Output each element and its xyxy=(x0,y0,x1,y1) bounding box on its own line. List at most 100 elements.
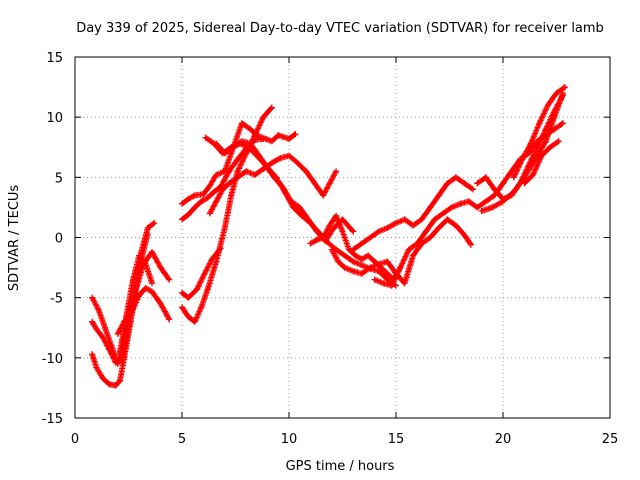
data-point xyxy=(553,90,560,97)
data-point xyxy=(405,246,412,253)
axis-ticks: 0 5 10 15 20 25 -15 -10 -5 0 5 10 15 xyxy=(42,51,619,447)
data-point xyxy=(286,152,292,159)
data-point xyxy=(410,222,417,229)
data-point xyxy=(313,236,320,243)
data-point xyxy=(384,270,391,277)
data-point xyxy=(108,342,115,349)
x-axis-label: GPS time / hours xyxy=(286,459,395,474)
data-point xyxy=(298,212,305,219)
data-point xyxy=(219,186,226,193)
data-point xyxy=(375,228,382,235)
data-point xyxy=(230,144,237,151)
y-tick-label: 15 xyxy=(46,51,63,66)
data-point xyxy=(89,318,96,325)
data-point xyxy=(358,262,365,269)
data-point xyxy=(474,180,481,187)
data-point xyxy=(247,126,254,133)
data-point xyxy=(544,102,551,109)
data-point xyxy=(333,168,340,175)
data-point xyxy=(228,192,235,199)
data-point xyxy=(371,276,378,283)
data-point xyxy=(202,134,209,141)
series-track-15 xyxy=(350,174,477,253)
data-point xyxy=(358,270,365,277)
data-point xyxy=(149,280,156,287)
data-point xyxy=(129,306,136,313)
data-point xyxy=(211,188,218,195)
data-point xyxy=(221,224,228,231)
data-point xyxy=(375,260,382,267)
data-point xyxy=(112,382,119,389)
data-point xyxy=(500,198,506,205)
data-point xyxy=(378,264,385,271)
data-point xyxy=(435,224,442,231)
series-markers xyxy=(350,174,477,253)
data-point xyxy=(226,168,233,175)
y-tick-label: 10 xyxy=(46,111,63,126)
y-tick-label: -15 xyxy=(42,412,63,427)
data-point xyxy=(204,286,211,293)
data-point xyxy=(114,330,121,337)
data-point xyxy=(461,180,468,187)
data-point xyxy=(367,264,374,271)
data-point xyxy=(467,241,474,248)
data-point xyxy=(380,280,387,287)
data-point xyxy=(198,198,205,205)
data-point xyxy=(217,245,224,252)
data-point xyxy=(440,210,447,217)
series-markers xyxy=(179,245,224,301)
data-point xyxy=(260,114,267,121)
series-track-14 xyxy=(328,216,474,287)
data-point xyxy=(247,140,254,147)
data-point xyxy=(326,222,333,229)
data-point xyxy=(136,252,143,259)
data-point xyxy=(191,204,198,211)
data-point xyxy=(474,204,481,211)
data-point xyxy=(157,264,164,271)
data-point xyxy=(260,135,267,142)
data-point xyxy=(290,204,297,211)
series-track-7 xyxy=(179,245,224,301)
data-point xyxy=(452,222,459,229)
data-point xyxy=(238,120,245,127)
y-tick-label: 0 xyxy=(55,232,63,247)
data-point xyxy=(221,150,228,157)
data-point xyxy=(294,159,301,166)
series-track-19 xyxy=(510,84,569,181)
y-axis-label: SDTVAR / TECUs xyxy=(7,185,22,292)
data-point xyxy=(491,192,498,199)
data-point xyxy=(341,264,348,271)
data-point xyxy=(551,114,558,121)
data-point xyxy=(134,282,141,289)
data-point xyxy=(157,300,164,307)
data-point xyxy=(226,180,233,187)
data-point xyxy=(330,224,337,231)
data-point xyxy=(397,264,404,271)
data-point xyxy=(559,120,566,127)
data-point xyxy=(401,280,408,287)
data-point xyxy=(350,246,357,253)
data-point xyxy=(185,294,192,301)
data-point xyxy=(292,131,299,138)
data-point xyxy=(470,186,477,193)
data-point xyxy=(350,228,357,235)
data-point xyxy=(238,138,245,145)
data-point xyxy=(185,195,192,202)
data-point xyxy=(243,168,250,175)
data-point xyxy=(206,182,213,189)
data-point xyxy=(431,216,438,223)
data-point xyxy=(461,232,468,239)
x-tick-label: 15 xyxy=(388,432,405,447)
data-point xyxy=(542,138,549,145)
data-point xyxy=(519,156,526,163)
data-point xyxy=(149,288,156,295)
data-point xyxy=(339,216,346,223)
data-point xyxy=(213,198,220,205)
data-point xyxy=(320,234,327,241)
data-point xyxy=(341,252,348,259)
data-point xyxy=(179,289,185,296)
data-point xyxy=(521,180,528,187)
data-point xyxy=(273,174,280,181)
y-tick-label: -5 xyxy=(50,292,63,307)
